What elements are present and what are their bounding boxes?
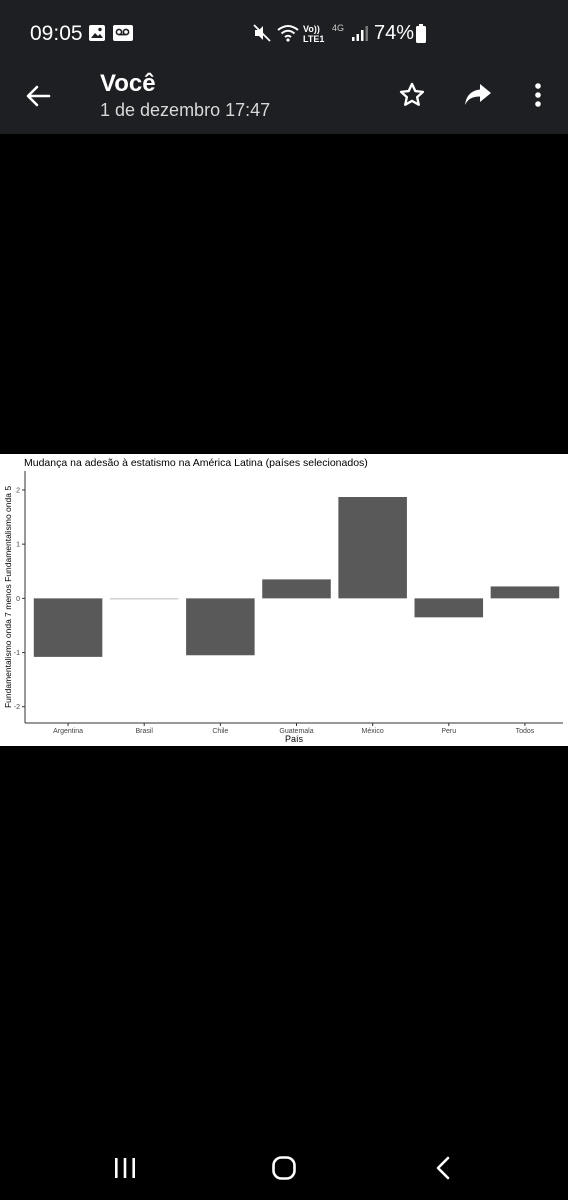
battery-icon — [415, 24, 427, 49]
app-bar: Você 1 de dezembro 17:47 — [0, 68, 568, 134]
x-tick-label: Brasil — [135, 728, 153, 735]
more-options-button[interactable] — [518, 75, 558, 115]
y-tick-label: 0 — [16, 596, 20, 603]
volte-indicator: Vo)) LTE1 — [303, 24, 324, 44]
x-tick-label: Argentina — [53, 728, 83, 735]
back-button[interactable] — [18, 76, 58, 116]
bar — [109, 598, 179, 600]
bar — [186, 598, 255, 656]
bar — [338, 497, 407, 599]
y-axis-label: Fundamentalismo onda 7 menos Fundamental… — [3, 486, 13, 708]
image-viewer[interactable]: -2 -1 0 1 2 Argentina Brasil Chile Guatemala Méxi… — [0, 134, 568, 1134]
gallery-notification-icon — [88, 24, 106, 47]
contact-title: Você — [100, 70, 156, 97]
chart-image[interactable]: -2 -1 0 1 2 Argentina Brasil Chile Guatemala Méxi… — [0, 454, 568, 746]
y-tick-label: -2 — [14, 704, 20, 711]
y-tick-label: 2 — [16, 487, 20, 494]
share-arrow-icon — [465, 84, 491, 105]
navigation-bar — [0, 1134, 568, 1200]
bar — [33, 598, 103, 657]
voicemail-notification-icon — [113, 24, 133, 47]
more-vert-icon — [535, 83, 541, 107]
status-time: 09:05 — [30, 22, 83, 45]
x-axis-label: País — [285, 734, 304, 744]
signal-icon — [351, 24, 369, 47]
star-icon — [399, 82, 425, 106]
recent-apps-button[interactable] — [100, 1148, 150, 1188]
share-button[interactable] — [458, 75, 498, 115]
favorite-button[interactable] — [392, 75, 432, 115]
y-tick-label: 1 — [16, 542, 20, 549]
status-bar: 09:05 Vo)) LTE1 4G 74% — [0, 0, 568, 68]
chart-title: Mudança na adesão à estatismo na América… — [24, 457, 368, 469]
message-date: 1 de dezembro 17:47 — [100, 100, 271, 120]
chevron-left-icon — [436, 1156, 450, 1180]
arrow-left-icon — [26, 85, 51, 107]
x-tick-label: México — [362, 728, 384, 735]
bar — [262, 579, 331, 599]
y-tick-label: -1 — [14, 650, 20, 657]
home-icon — [272, 1156, 296, 1180]
volte-label: Vo)) — [303, 24, 320, 34]
recent-apps-icon — [115, 1158, 135, 1178]
x-tick-label: Chile — [212, 728, 228, 735]
wifi-icon — [277, 24, 299, 47]
bar — [414, 598, 484, 618]
x-tick-label: Peru — [441, 728, 456, 735]
x-tick-label: Guatemala — [279, 728, 313, 735]
network-type: 4G — [332, 23, 345, 33]
battery-percentage: 74% — [374, 22, 415, 44]
back-nav-button[interactable] — [418, 1148, 468, 1188]
x-tick-label: Todos — [516, 728, 535, 735]
lte-label: LTE1 — [303, 34, 325, 44]
home-button[interactable] — [259, 1148, 309, 1188]
bar-chart: -2 -1 0 1 2 Argentina Brasil Chile Guatemala Méxi… — [3, 471, 563, 744]
bar — [490, 586, 560, 599]
mute-icon — [253, 24, 271, 47]
